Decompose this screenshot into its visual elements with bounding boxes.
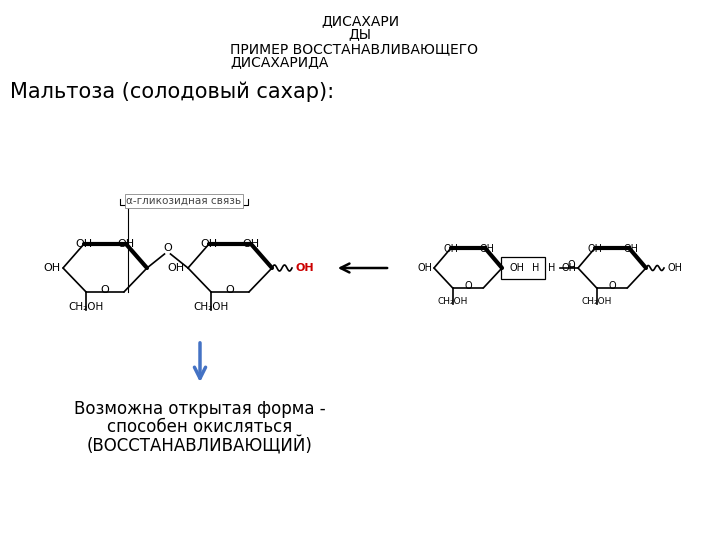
Text: OH: OH [667,263,682,273]
Text: (ВОССТАНАВЛИВАЮЩИЙ): (ВОССТАНАВЛИВАЮЩИЙ) [87,436,313,455]
Text: OH: OH [295,263,314,273]
Text: Мальтоза (солодовый сахар):: Мальтоза (солодовый сахар): [10,82,334,103]
Text: O: O [163,243,172,253]
Text: ДЫ: ДЫ [348,27,372,41]
Text: OH: OH [510,263,525,273]
Text: ДИСАХАРИДА: ДИСАХАРИДА [230,55,328,69]
Text: H: H [548,263,555,273]
Text: O: O [225,285,235,295]
Text: OH: OH [43,263,60,273]
Text: способен окисляться: способен окисляться [107,418,292,436]
Text: OH: OH [480,244,495,254]
Text: OH: OH [243,239,260,249]
Text: OH: OH [588,244,603,254]
Text: OH: OH [561,263,576,273]
Text: ДИСАХАРИ: ДИСАХАРИ [321,14,399,28]
Text: CH₂OH: CH₂OH [582,297,612,306]
Text: CH₂OH: CH₂OH [438,297,468,306]
Text: OH: OH [76,239,93,249]
Text: O: O [464,281,472,291]
Text: OH: OH [444,244,459,254]
Text: OH: OH [200,239,217,249]
Text: OH: OH [417,263,432,273]
Text: Возможна открытая форма -: Возможна открытая форма - [74,400,326,418]
Text: ПРИМЕР ВОССТАНАВЛИВАЮЩЕГО: ПРИМЕР ВОССТАНАВЛИВАЮЩЕГО [230,42,478,56]
Text: OH: OH [117,239,135,249]
Text: CH₂OH: CH₂OH [194,302,229,312]
Text: OH: OH [624,244,639,254]
Text: O: O [567,260,575,270]
Text: H: H [532,263,539,273]
Text: OH: OH [168,263,185,273]
Bar [501,257,545,279]
Text: O: O [101,285,109,295]
Text: CH₂OH: CH₂OH [68,302,104,312]
Text: α-гликозидная связь: α-гликозидная связь [127,196,242,206]
Text: O: O [608,281,616,291]
